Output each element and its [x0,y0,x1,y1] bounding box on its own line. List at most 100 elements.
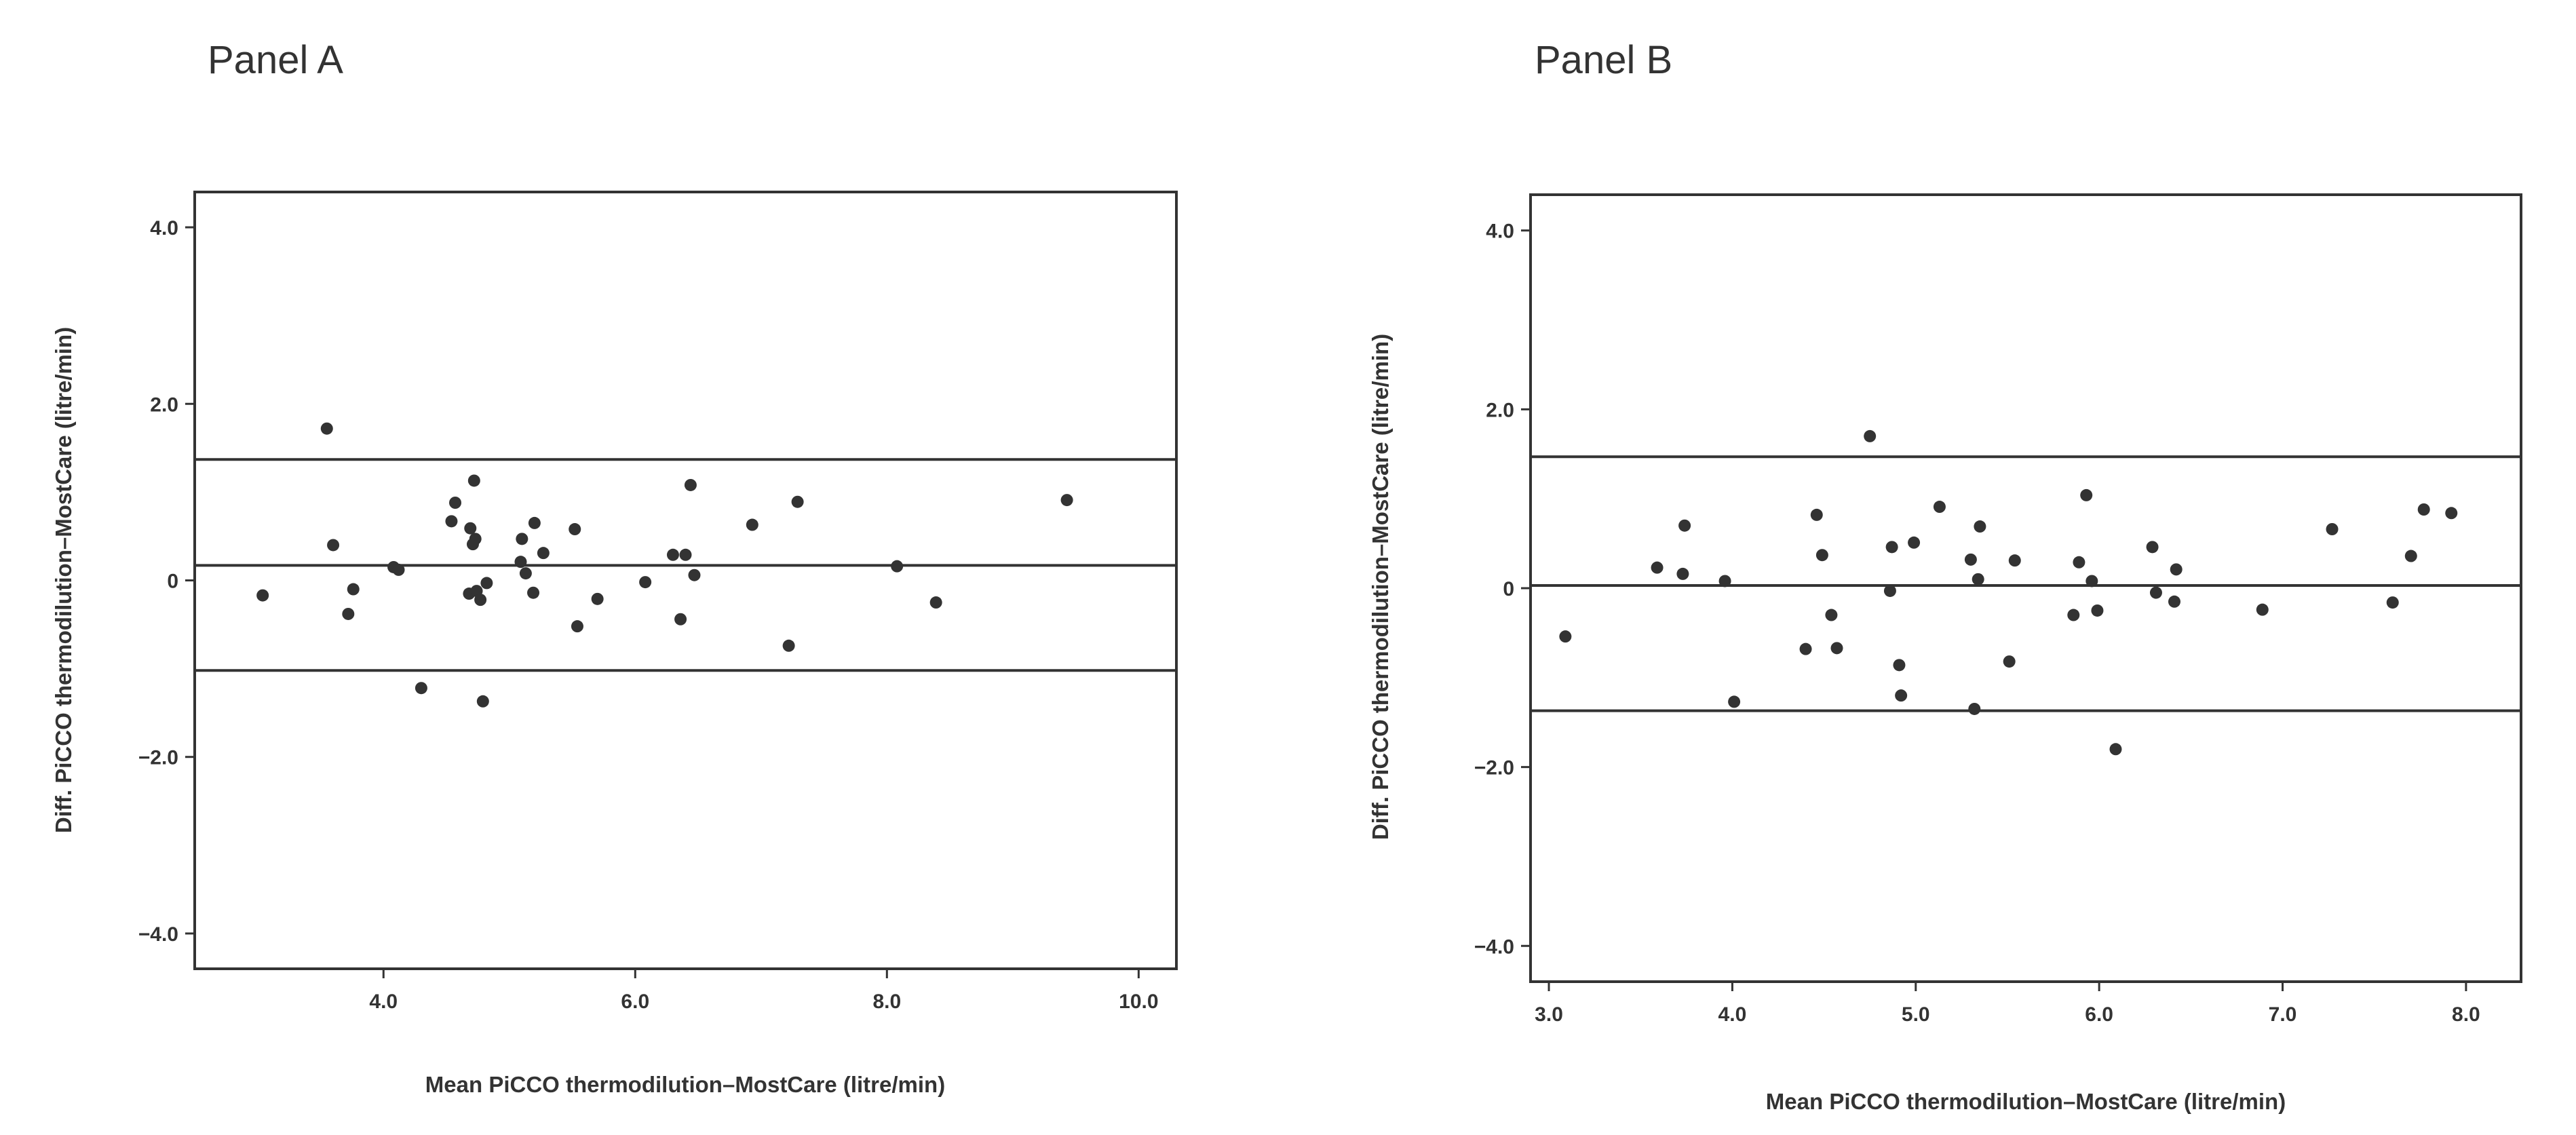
panel-a-x-tick-label-3: 10.0 [1119,990,1158,1013]
panel-a-x-tick-label-0: 4.0 [369,990,398,1013]
panel-b-data-point-27 [2085,575,2098,588]
panel-b-data-point-33 [2170,563,2183,576]
panel-b-data-point-22 [2003,655,2016,668]
panel-b-title: Panel B [1535,38,1672,82]
panel-b-x-tick-label-2: 5.0 [1902,1003,1930,1026]
panel-a-data-point-28 [639,576,652,589]
panel-a-data-point-11 [464,522,477,535]
panel-b-data-point-21 [1974,520,1986,533]
panel-a-y-tick-label-3: −2.0 [138,747,178,769]
panel-b-y-axis: 4.0 2.0 0 −2.0 −4.0 [1474,220,1531,958]
panel-a-title: Panel A [208,38,343,82]
panel-a-y-tick-label-1: 2.0 [150,393,178,416]
panel-a-x-axis: 4.0 6.0 8.0 10.0 [369,969,1159,1013]
panel-b-x-axis-title: Mean PiCCO thermodilution–MostCare (litr… [1766,1089,2286,1114]
panel-a-data-point-36 [791,495,804,508]
panel-a-x-tick-label-1: 6.0 [621,990,649,1013]
panel-a-data-point-19 [514,556,527,569]
panel-b-data-point-8 [1815,549,1828,562]
panel-b-data-point-19 [1968,702,1981,715]
panel-b-y-tick-label-2: 0 [1503,578,1514,600]
panel-b-data-point-15 [1895,689,1908,702]
panel-b-data-point-39 [2445,507,2458,520]
panel-b-data-point-31 [2149,586,2162,599]
panel-b-data-point-11 [1864,429,1877,442]
panel-b-data-point-2 [1676,567,1689,580]
panel-b-data-point-17 [1933,501,1946,514]
panel-b-reference-lines [1531,455,2521,712]
panel-b-data-point-37 [2404,550,2417,562]
panel-b-y-tick-label-3: −2.0 [1474,757,1514,780]
panel-b-data-point-35 [2326,523,2339,535]
panel-b-data-point-24 [2067,609,2080,621]
panel-b-y-tick-label-4: −4.0 [1474,936,1514,958]
panel-a-data-point-21 [519,567,532,580]
panel-b-data-point-9 [1825,609,1838,621]
panel-b-data-point-5 [1728,695,1741,708]
panel-a-data-point-30 [674,613,687,626]
panel-a-data-point-26 [571,620,583,633]
panel-a-data-point-33 [688,569,701,581]
panel-b-data-point-16 [1908,536,1921,549]
panel-b-data-point-23 [2008,554,2021,567]
panel-a-y-axis: 4.0 2.0 0 −2.0 −4.0 [138,217,195,946]
panel-b-data-point-25 [2073,556,2085,569]
panel-b-data-point-3 [1678,519,1691,532]
panel-b-x-tick-label-1: 4.0 [1718,1003,1747,1026]
panel-b-data-point-0 [1559,630,1572,643]
panel-b-y-tick-label-0: 4.0 [1486,220,1514,243]
panel-b-y-axis-title: Diff. PiCCO thermodilution–MostCare (lit… [1368,334,1393,840]
panel-b-data-point-18 [1964,553,1977,566]
panel-a-data-point-13 [467,474,480,487]
panel-a-y-tick-label-4: −4.0 [138,923,178,946]
panel-b-x-tick-label-3: 6.0 [2085,1003,2113,1026]
panel-a-data-point-29 [666,548,679,561]
panel-a: Panel A 4.0 6.0 8.0 10.0 4.0 2.0 0 −2.0 −4.0 Me… [51,38,1178,1097]
panel-a-data-point-37 [891,560,904,573]
panel-a-data-point-17 [476,695,489,708]
panel-a-y-tick-label-0: 4.0 [150,217,178,239]
panel-a-data-point-20 [516,533,528,545]
panel-b-data-point-4 [1718,575,1731,588]
panel-a-data-point-9 [449,497,462,509]
panel-a-data-point-3 [342,607,355,620]
panel-b-data-point-34 [2256,603,2269,616]
panel-b: Panel B 3.0 4.0 5.0 6.0 7.0 8.0 4.0 2.0 0 −2.0 −4… [1368,38,2522,1114]
panel-b-data-point-29 [2109,743,2122,756]
panel-b-x-tick-label-4: 7.0 [2269,1003,2297,1026]
panel-b-data-point-13 [1885,541,1898,554]
panel-a-data-point-25 [569,523,581,536]
panel-b-data-point-26 [2080,488,2093,501]
panel-a-points [256,422,1073,708]
panel-b-data-point-10 [1830,642,1843,655]
panel-a-data-point-1 [320,422,333,435]
panel-a-data-point-6 [392,563,405,576]
panel-a-data-point-7 [415,682,427,695]
panel-b-data-point-12 [1883,584,1896,597]
panel-b-data-point-28 [2091,604,2104,617]
panel-b-data-point-36 [2386,596,2399,609]
panel-a-data-point-18 [480,577,493,590]
panel-a-data-point-8 [445,515,458,528]
panel-b-y-tick-label-1: 2.0 [1486,399,1514,421]
panel-b-x-tick-label-5: 8.0 [2452,1003,2480,1026]
panel-b-data-point-6 [1799,642,1812,655]
panel-b-plot-frame [1529,193,2522,983]
panel-a-data-point-4 [347,583,360,596]
panel-b-data-point-1 [1651,561,1664,574]
panel-b-x-axis: 3.0 4.0 5.0 6.0 7.0 8.0 [1535,982,2480,1026]
panel-a-data-point-16 [474,594,487,607]
panel-a-data-point-2 [327,539,340,552]
panel-a-data-point-35 [782,639,795,652]
panel-a-data-point-23 [528,516,541,529]
panel-a-data-point-24 [537,547,550,560]
panel-b-points [1559,429,2458,756]
panel-a-data-point-22 [527,586,540,599]
panel-b-data-point-7 [1810,508,1823,521]
panel-a-data-point-38 [929,596,942,609]
panel-a-data-point-14 [469,533,482,545]
panel-a-reference-lines [195,458,1176,672]
panel-a-data-point-39 [1060,494,1073,507]
panel-b-data-point-30 [2146,541,2159,554]
